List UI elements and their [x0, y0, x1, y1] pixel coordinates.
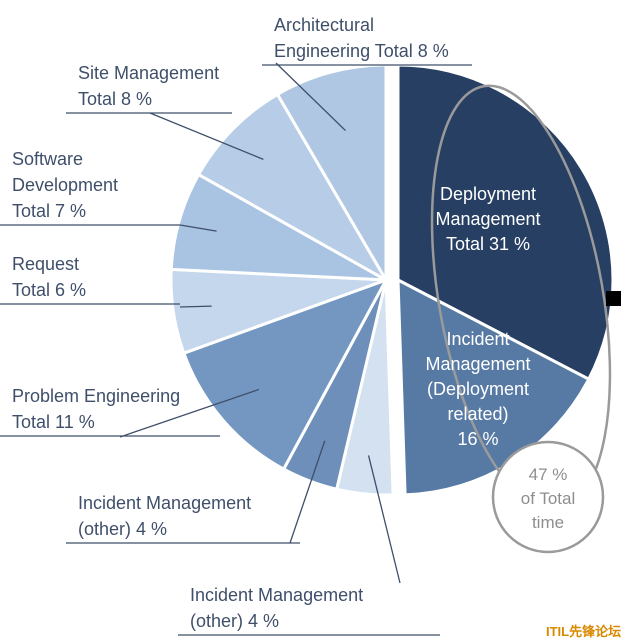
slice-label-7: Software Development Total 7 %: [12, 149, 118, 221]
slice-labels: Deployment Management Total 31 % Incident Ma…: [0, 15, 576, 636]
slice-label-6: Request Total 6 %: [12, 254, 86, 300]
slice-label-4: Incident Management (other) 4 %: [78, 493, 251, 539]
pie-slice-7: [169, 172, 387, 282]
label-leader-3: [367, 455, 401, 584]
label-leader-6: [179, 305, 212, 308]
slice-label-9: Architectural Engineering Total 8 %: [274, 15, 449, 61]
slice-label-8: Site Management Total 8 %: [78, 63, 219, 109]
label-leader-5: [119, 388, 260, 438]
label-leader-9: [275, 62, 346, 132]
label-leader-8: [149, 112, 264, 160]
slice-label-5: Problem Engineering Total 11 %: [12, 386, 180, 432]
marker-square: [606, 291, 621, 306]
slice-label-1: Deployment Management Total 31 %: [435, 184, 540, 254]
callout: [430, 84, 612, 554]
callout-text: 47 % of Total time: [521, 465, 576, 532]
pie-slice-5: [181, 277, 390, 472]
callout-bubble: [491, 440, 605, 554]
slice-label-3: Incident Management (other) 4 %: [190, 585, 363, 631]
pie-slice-8: [196, 92, 391, 285]
label-leader-7: [179, 224, 217, 232]
slice-label-2: Incident Management (Deployment related) 16 …: [425, 329, 530, 449]
label-leader-4: [289, 440, 326, 544]
watermark-text: ITIL先锋论坛: [546, 624, 621, 639]
pie-slices: [169, 63, 615, 497]
